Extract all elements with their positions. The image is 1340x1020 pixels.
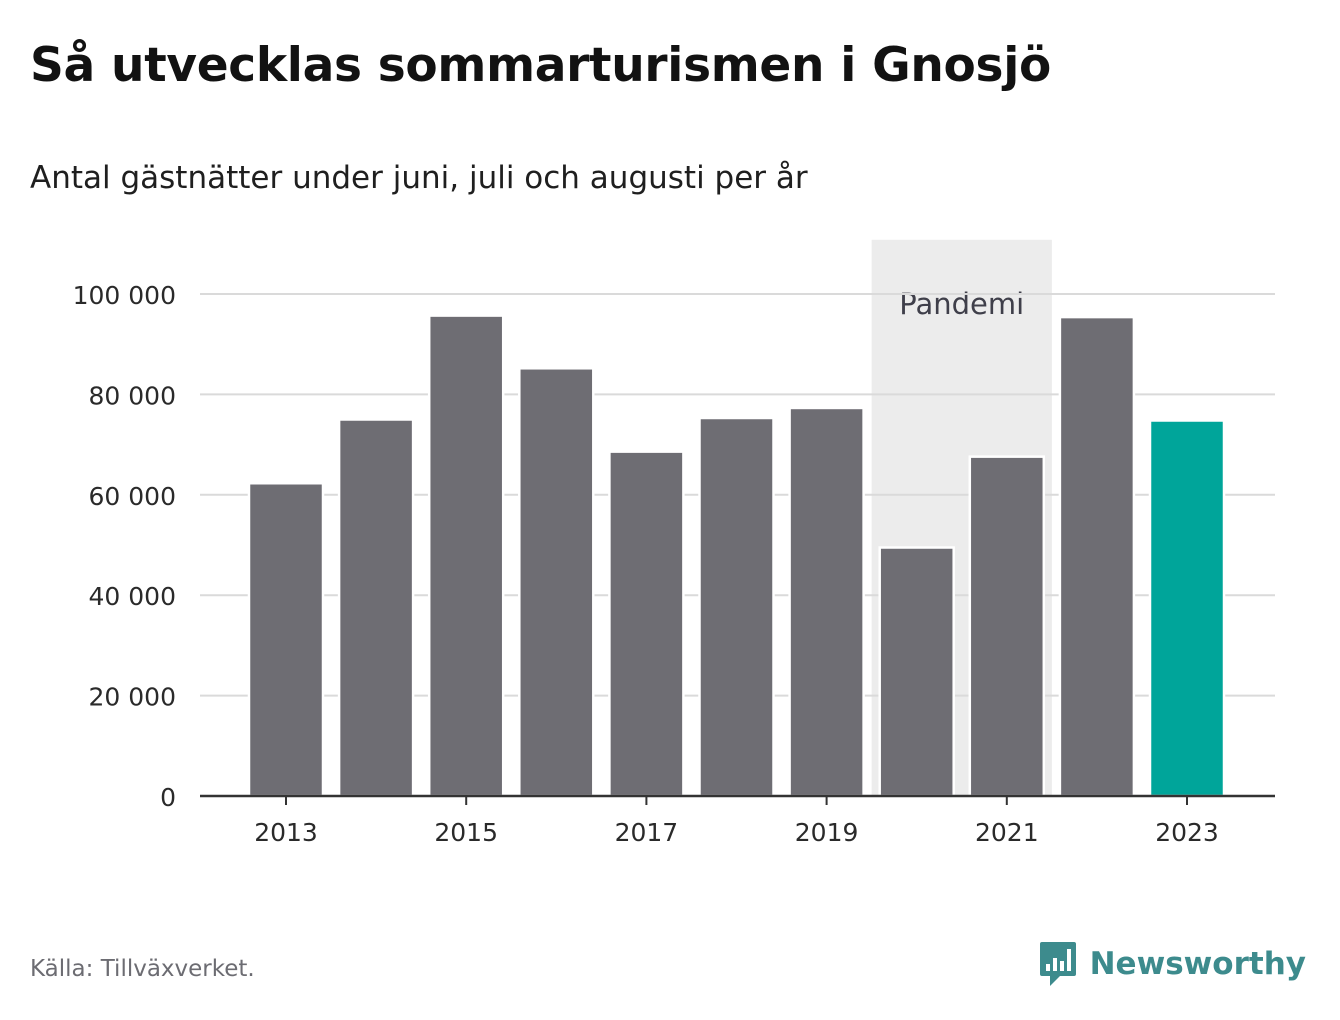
bar-2018: [700, 418, 774, 796]
bar-chart-speech-icon: [1038, 940, 1078, 988]
x-tick-label: 2019: [795, 818, 859, 847]
bar-2017: [609, 452, 683, 796]
bar-2019: [790, 408, 864, 796]
y-tick-label: 80 000: [89, 381, 176, 410]
bar-2013: [249, 483, 323, 796]
y-tick-label: 60 000: [89, 482, 176, 511]
y-tick-label: 20 000: [89, 683, 176, 712]
x-tick-label: 2021: [975, 818, 1039, 847]
brand-name: Newsworthy: [1090, 946, 1306, 982]
brand-logo: Newsworthy: [1038, 940, 1306, 988]
source-note: Källa: Tillväxverket.: [30, 956, 255, 982]
bar-2014: [339, 420, 413, 797]
bar-2020: [880, 548, 954, 796]
bar-2016: [519, 368, 593, 796]
bar-chart: Pandemi 0 20 000 40 000 60 000 80 000 100 000…: [0, 0, 1340, 900]
x-tick-label: 2013: [254, 818, 318, 847]
bar-2023: [1150, 421, 1224, 796]
bar-2022: [1060, 317, 1134, 796]
pandemic-label: Pandemi: [899, 287, 1024, 321]
y-tick-label: 0: [160, 783, 176, 812]
bar-2015: [429, 316, 503, 796]
y-tick-label: 100 000: [73, 281, 176, 310]
x-tick-label: 2015: [434, 818, 498, 847]
bar-2021: [970, 457, 1044, 796]
x-tick-label: 2023: [1155, 818, 1219, 847]
y-tick-label: 40 000: [89, 582, 176, 611]
x-tick-label: 2017: [615, 818, 679, 847]
